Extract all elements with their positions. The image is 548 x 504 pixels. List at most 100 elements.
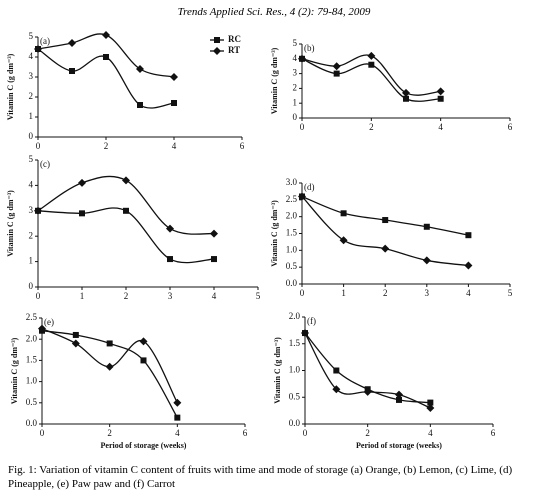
- x-axis-label: Period of storage (weeks): [101, 441, 187, 450]
- marker-square: [79, 210, 85, 217]
- panel-label: (c): [40, 159, 50, 169]
- marker-square: [174, 414, 181, 421]
- x-tick-label: 2: [365, 428, 370, 438]
- legend-marker: [213, 47, 221, 55]
- marker-square: [333, 70, 340, 77]
- panel-label: (d): [304, 182, 315, 192]
- x-tick-label: 2: [107, 428, 112, 438]
- x-tick-label: 6: [240, 141, 245, 151]
- marker-square: [171, 100, 177, 106]
- y-tick-label: 0.5: [289, 391, 301, 401]
- x-tick-label: 2: [124, 291, 129, 301]
- marker-square: [211, 256, 217, 263]
- x-tick-label: 1: [80, 291, 85, 301]
- marker-diamond: [298, 192, 306, 201]
- marker-square: [137, 102, 143, 108]
- y-tick-label: 5: [293, 38, 298, 48]
- marker-square: [423, 223, 430, 230]
- x-tick-label: 5: [508, 288, 513, 298]
- marker-diamond: [34, 206, 42, 215]
- y-tick-label: 2: [29, 230, 34, 240]
- y-tick-label: 0.5: [286, 261, 298, 271]
- y-tick-label: 5: [29, 31, 34, 41]
- marker-diamond: [298, 54, 306, 63]
- y-tick-label: 1.0: [26, 376, 38, 386]
- marker-square: [396, 396, 402, 403]
- marker-diamond: [170, 73, 178, 81]
- x-tick-label: 0: [300, 122, 305, 132]
- y-tick-label: 0.5: [26, 397, 38, 407]
- y-axis-label: Vitamin C (g dm⁻³): [6, 190, 15, 257]
- y-tick-label: 3.0: [286, 177, 298, 187]
- y-tick-label: 2: [293, 82, 298, 92]
- x-tick-label: 4: [438, 122, 443, 132]
- marker-diamond: [395, 390, 403, 399]
- x-tick-label: 6: [491, 428, 496, 438]
- y-tick-label: 2: [29, 91, 34, 101]
- marker-square: [72, 331, 79, 338]
- marker-diamond: [71, 339, 80, 348]
- marker-square: [382, 217, 389, 224]
- marker-diamond: [166, 224, 174, 233]
- marker-square: [427, 399, 434, 406]
- marker-diamond: [122, 176, 130, 185]
- y-tick-label: 3: [293, 68, 298, 78]
- series-line: [301, 54, 441, 96]
- marker-square: [340, 210, 347, 217]
- x-tick-label: 0: [36, 291, 41, 301]
- y-tick-label: 4: [293, 53, 298, 63]
- marker-square: [437, 95, 444, 102]
- marker-square: [140, 357, 147, 364]
- y-tick-label: 0: [293, 112, 298, 122]
- marker-diamond: [136, 65, 144, 73]
- marker-square: [69, 68, 75, 74]
- marker-diamond: [105, 362, 114, 371]
- y-axis-label: Vitamin C (g dm⁻³): [270, 47, 279, 114]
- y-tick-label: 4: [29, 51, 34, 61]
- y-tick-label: 2.0: [289, 311, 301, 321]
- series-line: [37, 175, 215, 235]
- legend-label: RT: [228, 45, 240, 55]
- y-tick-label: 1: [293, 97, 298, 107]
- y-tick-label: 0: [29, 131, 34, 141]
- y-tick-label: 0: [29, 281, 34, 291]
- y-tick-label: 1.0: [289, 365, 301, 375]
- marker-diamond: [210, 229, 218, 238]
- series-line: [37, 207, 215, 264]
- y-axis-label: Vitamin C (g dm⁻³): [10, 337, 19, 404]
- y-tick-label: 1.5: [286, 228, 298, 238]
- x-tick-label: 1: [341, 288, 346, 298]
- x-tick-label: 2: [383, 288, 388, 298]
- marker-diamond: [34, 45, 42, 53]
- panel-label: (f): [307, 316, 316, 326]
- legend-marker: [214, 37, 220, 43]
- marker-diamond: [436, 87, 445, 96]
- y-tick-label: 4: [29, 179, 34, 189]
- y-tick-label: 2.0: [26, 333, 38, 343]
- x-tick-label: 0: [303, 428, 308, 438]
- y-tick-label: 0.0: [286, 278, 298, 288]
- y-tick-label: 2.5: [286, 194, 298, 204]
- marker-diamond: [426, 403, 435, 412]
- marker-diamond: [422, 256, 431, 265]
- y-tick-label: 2.0: [286, 211, 298, 221]
- marker-square: [333, 367, 340, 374]
- series-line: [301, 195, 469, 236]
- marker-diamond: [139, 337, 148, 346]
- marker-diamond: [464, 261, 473, 270]
- y-tick-label: 5: [29, 154, 34, 164]
- marker-diamond: [68, 39, 76, 47]
- marker-diamond: [381, 244, 390, 253]
- x-tick-label: 2: [104, 141, 109, 151]
- x-tick-label: 4: [428, 428, 433, 438]
- y-tick-label: 0.0: [26, 418, 38, 428]
- x-tick-label: 3: [168, 291, 173, 301]
- marker-square: [123, 207, 129, 214]
- y-tick-label: 2.5: [26, 312, 38, 322]
- marker-diamond: [363, 387, 372, 396]
- x-tick-label: 6: [243, 428, 248, 438]
- x-tick-label: 4: [466, 288, 471, 298]
- marker-square: [103, 54, 109, 60]
- x-tick-label: 4: [175, 428, 180, 438]
